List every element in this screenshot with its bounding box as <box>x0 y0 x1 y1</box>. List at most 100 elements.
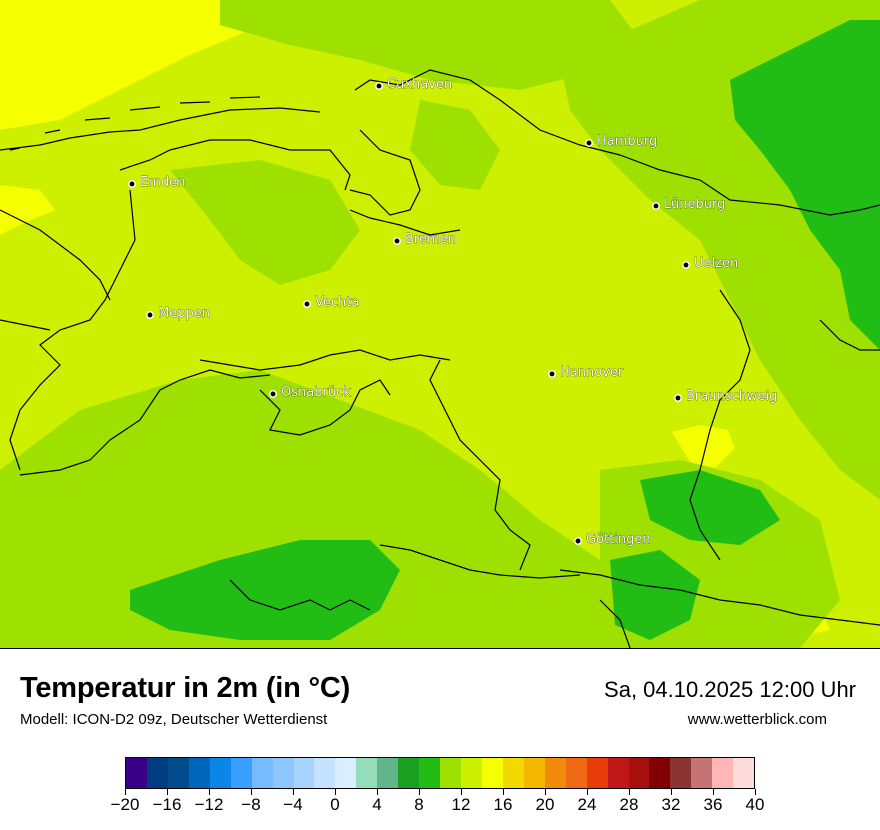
colorbar-tick <box>712 789 714 795</box>
field-12c-north <box>220 0 640 90</box>
colorbar-step <box>607 758 629 788</box>
source-url[interactable]: www.wetterblick.com <box>687 711 827 728</box>
colorbar-step <box>733 758 755 788</box>
colorbar-step <box>670 758 692 788</box>
colorbar-tick <box>124 789 126 795</box>
field-12c-ems <box>170 160 360 285</box>
map-canvas: Cuxhaven Hamburg Emden Lüneburg Bremen U… <box>0 0 880 648</box>
colorbar-tick-label: 0 <box>330 795 340 814</box>
colorbar-step <box>628 758 650 788</box>
city-emden[interactable]: Emden <box>128 175 186 190</box>
colorbar-step <box>335 758 357 788</box>
colorbar-step <box>649 758 671 788</box>
colorbar-step <box>146 758 168 788</box>
colorbar-step <box>691 758 713 788</box>
city-label: Emden <box>140 175 185 190</box>
city-dot <box>269 390 277 398</box>
city-label: Hannover <box>560 365 624 380</box>
colorbar-tick <box>376 789 378 795</box>
colorbar-step <box>712 758 734 788</box>
colorbar-tick <box>670 789 672 795</box>
colorbar-tick-label: 32 <box>661 795 681 814</box>
colorbar-tick <box>586 789 588 795</box>
colorbar-step <box>398 758 420 788</box>
field-12c-south <box>0 370 620 648</box>
field-16c-northwest <box>0 0 300 130</box>
city-meppen[interactable]: Meppen <box>146 306 210 321</box>
colorbar-step <box>565 758 587 788</box>
city-bremen[interactable]: Bremen <box>393 232 456 247</box>
city-markers: Cuxhaven Hamburg Emden Lüneburg Bremen U… <box>128 77 778 547</box>
field-10c-northeast <box>730 20 880 350</box>
colorbar-tick <box>334 789 336 795</box>
city-hannover[interactable]: Hannover <box>548 365 624 380</box>
city-cuxhaven[interactable]: Cuxhaven <box>375 77 452 92</box>
colorbar-step <box>230 758 252 788</box>
colorbar-tick <box>418 789 420 795</box>
colorbar-step <box>314 758 336 788</box>
city-uelzen[interactable]: Uelzen <box>682 256 738 271</box>
city-hamburg[interactable]: Hamburg <box>585 134 658 149</box>
colorbar-step <box>293 758 315 788</box>
city-label: Uelzen <box>694 256 738 271</box>
temperature-map[interactable]: Cuxhaven Hamburg Emden Lüneburg Bremen U… <box>0 0 880 649</box>
city-label: Bremen <box>405 232 456 247</box>
colorbar-step <box>272 758 294 788</box>
city-goettingen[interactable]: Göttingen <box>574 532 651 547</box>
city-label: Vechta <box>315 295 359 310</box>
city-label: Braunschweig <box>686 389 777 404</box>
valid-datetime: Sa, 04.10.2025 12:00 Uhr <box>604 677 856 702</box>
city-label: Cuxhaven <box>387 77 452 92</box>
colorbar-tick-label: 4 <box>372 795 382 814</box>
city-lueneburg[interactable]: Lüneburg <box>652 197 726 212</box>
city-dot <box>393 237 401 245</box>
colorbar-tick <box>502 789 504 795</box>
colorbar-tick-label: 36 <box>703 795 723 814</box>
field-10c-harz <box>640 470 780 545</box>
colorbar-tick-label: 8 <box>414 795 424 814</box>
colorbar-tick <box>544 789 546 795</box>
colorbar-tick-label: −12 <box>194 795 224 814</box>
city-dot <box>652 202 660 210</box>
city-braunschweig[interactable]: Braunschweig <box>674 389 778 404</box>
city-dot <box>585 139 593 147</box>
colorbar-tick-label: −8 <box>241 795 261 814</box>
colorbar-tick <box>208 789 210 795</box>
colorbar-step <box>544 758 566 788</box>
city-label: Lüneburg <box>664 197 725 212</box>
colorbar-tick <box>250 789 252 795</box>
colorbar-step <box>440 758 461 788</box>
colorbar-tick-label: −20 <box>110 795 140 814</box>
colorbar-step <box>209 758 231 788</box>
colorbar-tick <box>166 789 168 795</box>
colorbar-step <box>356 758 378 788</box>
colorbar-tick-label: 40 <box>745 795 765 814</box>
colorbar-tick <box>460 789 462 795</box>
city-vechta[interactable]: Vechta <box>303 295 360 310</box>
city-dot <box>303 300 311 308</box>
city-osnabrueck[interactable]: Osnabrück <box>269 385 351 400</box>
colorbar-step <box>377 758 399 788</box>
city-label: Hamburg <box>597 134 657 149</box>
colorbar-tick-label: −4 <box>283 795 303 814</box>
colorbar-step <box>502 758 524 788</box>
city-label: Meppen <box>158 306 210 321</box>
colorbar-step <box>481 758 503 788</box>
colorbar-step <box>251 758 273 788</box>
field-10c-solling <box>610 550 700 640</box>
city-dot <box>548 370 556 378</box>
city-dot <box>574 537 582 545</box>
city-dot <box>146 311 154 319</box>
colorbar-tick-label: −16 <box>152 795 182 814</box>
colorbar-step <box>523 758 545 788</box>
field-10c-southwest <box>130 540 400 640</box>
colorbar-step <box>419 758 441 788</box>
colorbar-tick-label: 16 <box>493 795 513 814</box>
colorbar-step <box>188 758 210 788</box>
colorbar <box>125 757 755 789</box>
colorbar-tick-label: 12 <box>451 795 471 814</box>
colorbar-ticks: −20 −16 −12 −8 −4 0 4 8 12 16 20 24 28 32 36 40 <box>111 789 764 829</box>
colorbar-tick <box>754 789 756 795</box>
colorbar-step <box>126 758 147 788</box>
field-16c-west-coast <box>0 185 55 235</box>
